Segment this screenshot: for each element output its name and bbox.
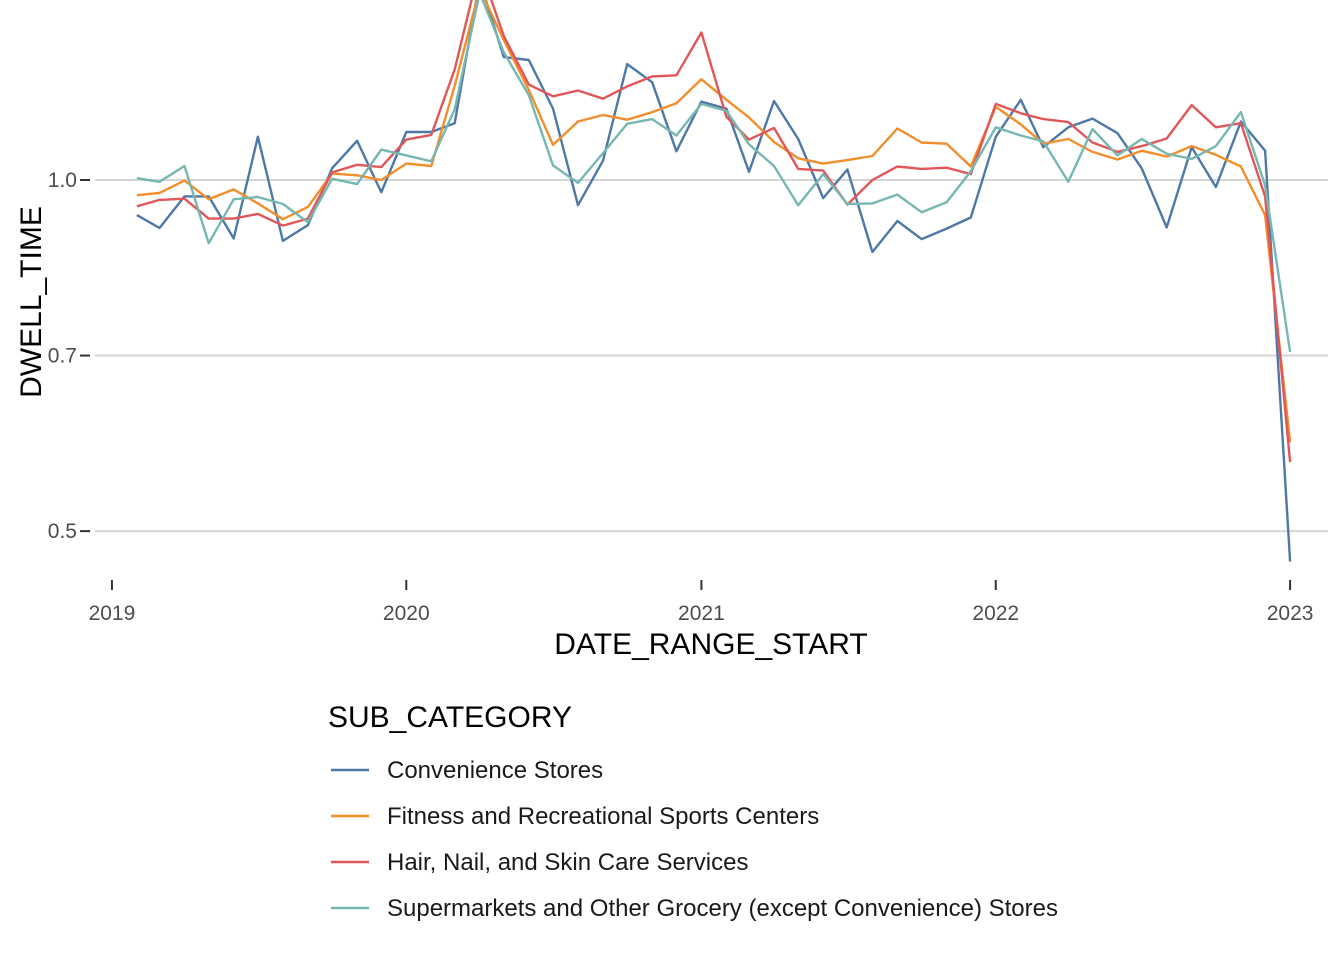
gridlines <box>95 179 1328 533</box>
x-tick-label: 2023 <box>1267 602 1314 625</box>
legend-item: Fitness and Recreational Sports Centers <box>331 803 819 830</box>
legend-title: SUB_CATEGORY <box>328 701 572 734</box>
x-tick-label: 2019 <box>89 602 136 625</box>
x-tick-label: 2020 <box>383 602 430 625</box>
series-lines <box>136 0 1292 562</box>
series-line <box>136 0 1292 463</box>
legend-item: Convenience Stores <box>331 757 603 784</box>
legend-label: Fitness and Recreational Sports Centers <box>387 803 819 830</box>
x-tick-label: 2022 <box>972 602 1019 625</box>
legend-label: Convenience Stores <box>387 757 603 784</box>
x-axis: 2019 2020 2021 2022 2023 <box>89 580 1314 625</box>
y-axis: 0.5 0.7 1.0 <box>48 169 90 543</box>
y-tick-label: 0.7 <box>48 345 77 368</box>
legend-label: Supermarkets and Other Grocery (except C… <box>387 895 1058 922</box>
legend-label: Hair, Nail, and Skin Care Services <box>387 849 748 876</box>
y-tick-label: 0.5 <box>48 520 77 543</box>
legend: SUB_CATEGORY Convenience Stores Fitness a… <box>328 701 1058 922</box>
y-axis-title: DWELL_TIME <box>15 206 48 398</box>
y-tick-label: 1.0 <box>48 169 77 192</box>
series-line <box>136 0 1292 562</box>
series-line <box>136 0 1292 353</box>
x-tick-label: 2021 <box>678 602 725 625</box>
legend-item: Supermarkets and Other Grocery (except C… <box>331 895 1058 922</box>
legend-item: Hair, Nail, and Skin Care Services <box>331 849 748 876</box>
x-axis-title: DATE_RANGE_START <box>554 628 867 661</box>
